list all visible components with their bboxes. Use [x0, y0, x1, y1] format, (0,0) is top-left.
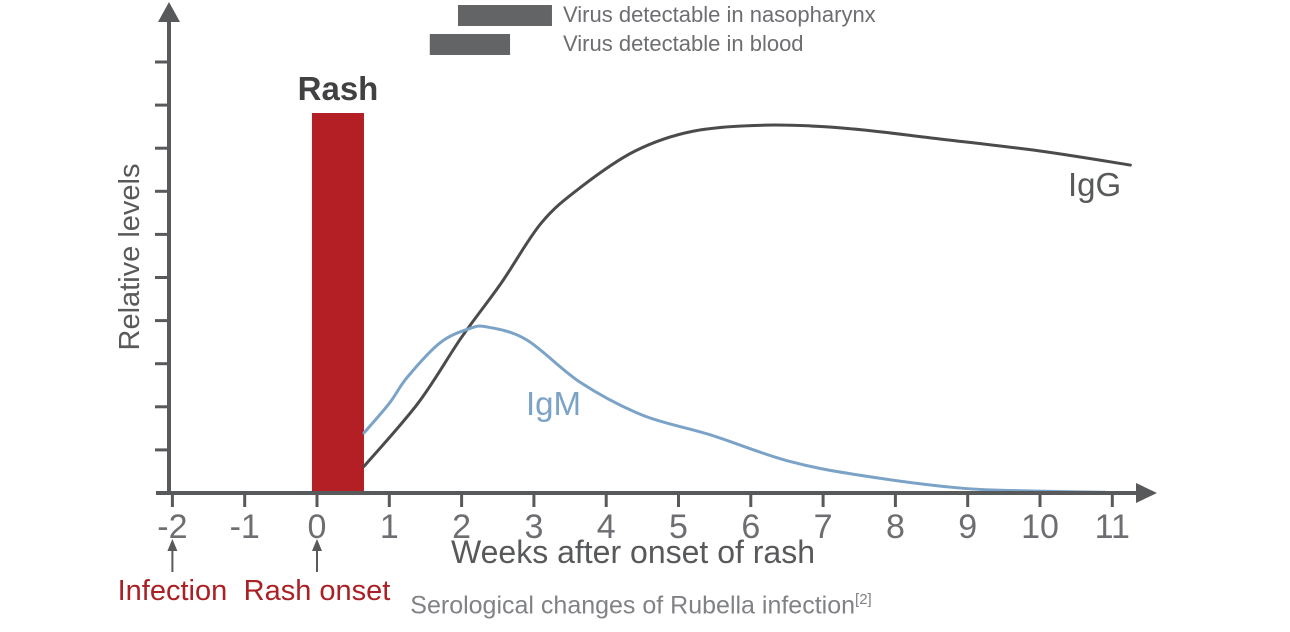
legend-label-nasopharynx: Virus detectable in nasopharynx — [563, 2, 876, 27]
x-tick-label: 3 — [524, 508, 543, 546]
caption-reference-superscript: [2] — [855, 591, 872, 608]
y-axis-label: Relative levels — [113, 163, 146, 351]
x-tick-label: 0 — [308, 508, 327, 546]
rash-onset-annotation-label: Rash onset — [243, 575, 391, 607]
legend-swatch-bar — [457, 5, 552, 26]
igg-series-label: IgG — [1068, 166, 1122, 203]
x-axis-arrowhead — [1136, 483, 1157, 503]
x-axis-label: Weeks after onset of rash — [450, 534, 816, 570]
y-ticks — [155, 60, 170, 452]
y-axis-arrowhead — [158, 2, 180, 22]
annotation-arrowhead — [312, 539, 322, 551]
igm-curve — [362, 324, 1107, 494]
legend-swatch-bar — [429, 34, 511, 55]
igm-series-label: IgM — [526, 385, 582, 422]
caption-text: Serological changes of Rubella infection — [410, 591, 856, 620]
series-curves — [362, 123, 1132, 494]
x-tick-label: -1 — [230, 508, 260, 546]
x-tick-label: 10 — [1021, 508, 1059, 546]
annotation-arrowhead — [167, 539, 178, 551]
x-ticks: -2 -1 0 1 2 3 4 5 6 7 8 9 10 11 — [157, 493, 1130, 546]
axes — [156, 2, 1157, 503]
rash-bar-label: Rash — [297, 70, 379, 107]
x-tick-label: 8 — [886, 508, 905, 546]
x-tick-label: 4 — [597, 508, 616, 546]
legend-swatches — [429, 5, 552, 55]
annotation-arrows — [167, 539, 322, 572]
x-tick-label: 5 — [669, 508, 688, 546]
x-tick-label: 11 — [1095, 508, 1130, 546]
x-tick-label: 1 — [380, 508, 399, 546]
igg-curve — [362, 123, 1132, 468]
figure-caption: Serological changes of Rubella infection… — [410, 592, 871, 619]
legend-label-blood: Virus detectable in blood — [563, 31, 804, 56]
x-tick-label: 6 — [741, 508, 760, 546]
x-tick-label: 7 — [814, 508, 833, 546]
x-tick-label: 2 — [452, 508, 471, 546]
infection-annotation-label: Infection — [117, 575, 228, 607]
x-tick-label: 9 — [958, 508, 977, 546]
rash-bar — [311, 113, 364, 493]
